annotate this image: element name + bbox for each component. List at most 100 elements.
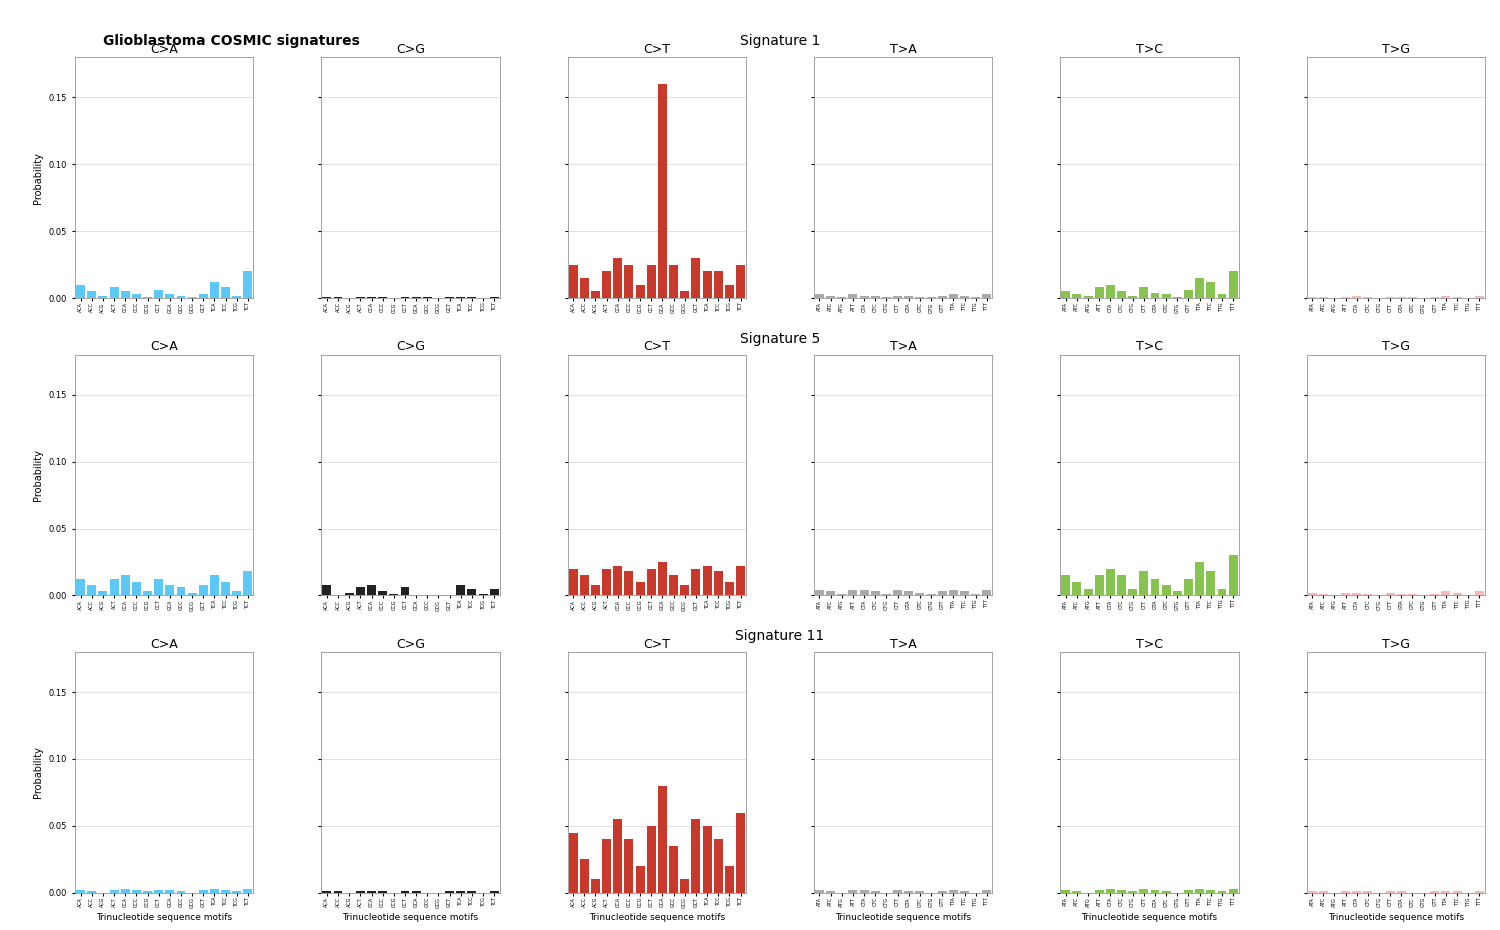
Bar: [200, 585, 207, 595]
Bar: [333, 892, 342, 893]
Bar: [177, 892, 186, 893]
Bar: [1196, 889, 1204, 893]
Bar: [411, 892, 420, 893]
Title: T>C: T>C: [1136, 638, 1162, 651]
Bar: [736, 265, 746, 299]
Bar: [1431, 297, 1440, 299]
Bar: [220, 287, 230, 299]
Bar: [1106, 285, 1114, 299]
Bar: [87, 585, 96, 595]
Bar: [892, 591, 902, 595]
Bar: [165, 890, 174, 893]
Bar: [456, 585, 465, 595]
Bar: [591, 291, 600, 299]
Bar: [1128, 589, 1137, 595]
Bar: [132, 294, 141, 299]
Bar: [1452, 892, 1461, 893]
Bar: [120, 291, 129, 299]
Bar: [736, 813, 746, 893]
Bar: [1364, 297, 1372, 299]
Bar: [1341, 297, 1350, 299]
Bar: [1218, 294, 1227, 299]
Bar: [837, 297, 846, 299]
Text: Signature 1: Signature 1: [740, 34, 821, 48]
Bar: [356, 892, 364, 893]
Bar: [356, 297, 364, 299]
Bar: [1095, 576, 1104, 595]
Bar: [658, 562, 668, 595]
Title: T>A: T>A: [890, 638, 916, 651]
Bar: [1184, 290, 1192, 299]
Title: C>T: C>T: [644, 340, 670, 353]
Bar: [220, 890, 230, 893]
Bar: [110, 579, 118, 595]
Bar: [232, 296, 242, 299]
Title: C>G: C>G: [396, 638, 424, 651]
Bar: [892, 890, 902, 893]
Bar: [1364, 594, 1372, 595]
Bar: [882, 594, 891, 595]
Bar: [636, 866, 645, 893]
Bar: [871, 892, 879, 893]
Bar: [1072, 294, 1082, 299]
Bar: [456, 892, 465, 893]
X-axis label: Trinucleotide sequence motifs: Trinucleotide sequence motifs: [1328, 913, 1464, 922]
Bar: [724, 582, 734, 595]
Bar: [859, 591, 868, 595]
Bar: [714, 839, 723, 893]
Bar: [1140, 889, 1149, 893]
Bar: [110, 287, 118, 299]
Bar: [99, 591, 108, 595]
Bar: [837, 594, 846, 595]
Bar: [591, 585, 600, 595]
Bar: [120, 889, 129, 893]
Bar: [1228, 555, 1238, 595]
Bar: [322, 585, 332, 595]
Bar: [1062, 291, 1071, 299]
Bar: [489, 589, 498, 595]
Title: C>A: C>A: [150, 638, 178, 651]
Bar: [1128, 296, 1137, 299]
Bar: [1095, 890, 1104, 893]
Bar: [154, 579, 164, 595]
X-axis label: Trinucleotide sequence motifs: Trinucleotide sequence motifs: [96, 913, 232, 923]
Bar: [378, 591, 387, 595]
Bar: [1218, 589, 1227, 595]
Bar: [568, 265, 578, 299]
Text: Glioblastoma COSMIC signatures: Glioblastoma COSMIC signatures: [104, 34, 360, 48]
Bar: [188, 592, 196, 595]
Bar: [1106, 569, 1114, 595]
Bar: [210, 889, 219, 893]
Bar: [154, 290, 164, 299]
Bar: [815, 591, 824, 595]
Bar: [1161, 585, 1170, 595]
Bar: [736, 566, 746, 595]
Bar: [702, 826, 711, 893]
Bar: [568, 569, 578, 595]
Bar: [378, 892, 387, 893]
Bar: [714, 571, 723, 595]
Bar: [827, 892, 836, 893]
Bar: [1196, 562, 1204, 595]
Title: T>G: T>G: [1382, 638, 1410, 651]
Bar: [859, 296, 868, 299]
Bar: [702, 272, 711, 299]
Bar: [1161, 294, 1170, 299]
Bar: [1228, 889, 1238, 893]
Bar: [1318, 892, 1328, 893]
Bar: [390, 594, 399, 595]
Bar: [636, 582, 645, 595]
Y-axis label: Probability: Probability: [33, 449, 44, 501]
Bar: [165, 585, 174, 595]
Bar: [580, 576, 590, 595]
Bar: [210, 576, 219, 595]
Bar: [1408, 594, 1418, 595]
Bar: [1150, 890, 1160, 893]
Bar: [681, 585, 688, 595]
Bar: [646, 826, 656, 893]
Bar: [188, 297, 196, 299]
Bar: [871, 296, 879, 299]
Bar: [1206, 282, 1215, 299]
Bar: [1442, 591, 1450, 595]
Bar: [624, 265, 633, 299]
